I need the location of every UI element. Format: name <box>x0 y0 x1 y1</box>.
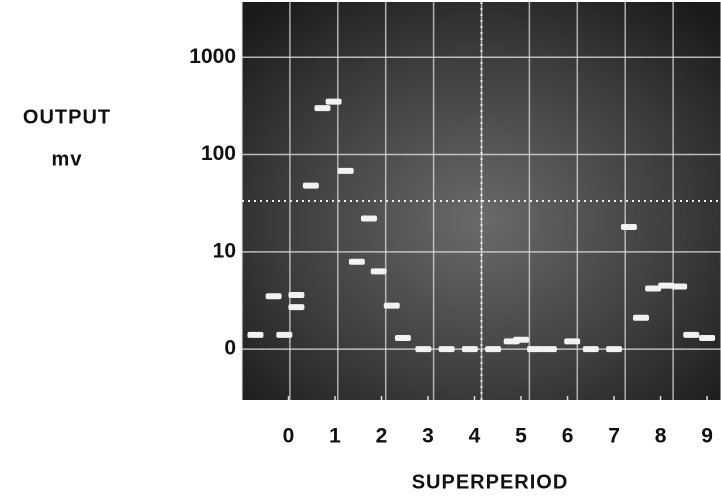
trace-dash <box>302 182 319 189</box>
trace-dash <box>415 346 432 353</box>
x-axis-label: SUPERPERIOD <box>412 471 569 493</box>
trace-dash <box>683 331 700 338</box>
x-tick-label: 7 <box>608 425 620 448</box>
x-tick-label: 4 <box>469 425 481 448</box>
x-tick-label: 6 <box>562 425 574 448</box>
trace-dash <box>671 283 688 290</box>
graticule <box>241 2 721 400</box>
trace-dash <box>383 302 400 309</box>
y-axis-unit: mv <box>52 148 83 170</box>
trace-dash <box>645 285 662 292</box>
x-tick-label: 1 <box>329 425 341 448</box>
trace-dash <box>633 314 650 321</box>
trace-dash <box>513 336 530 343</box>
trace-dash <box>314 105 331 112</box>
trace-dash <box>699 335 716 342</box>
trace-dash <box>540 346 557 353</box>
trace-dash <box>265 293 282 300</box>
trace-dash <box>276 331 293 338</box>
trace-dash <box>564 338 581 345</box>
trace-dash <box>348 258 365 265</box>
trace-dash <box>360 215 377 222</box>
trace-dash <box>288 292 305 299</box>
trace-dash <box>438 346 455 353</box>
trace-dash <box>288 304 305 311</box>
y-tick-label: 10 <box>213 239 236 262</box>
y-tick-label: 0 <box>224 337 236 360</box>
trace-dash <box>582 346 599 353</box>
x-tick-label: 8 <box>655 425 667 448</box>
y-tick-label: 100 <box>201 142 236 165</box>
trace-dash <box>485 346 502 353</box>
trace-dash <box>325 98 342 105</box>
x-tick-label: 5 <box>515 425 527 448</box>
trace-dash <box>620 224 637 231</box>
x-tick-label: 2 <box>376 425 388 448</box>
trace-dash <box>658 282 675 289</box>
x-tick-label: 0 <box>283 425 295 448</box>
y-axis-label: OUTPUT <box>23 106 111 128</box>
y-tick-label: 1000 <box>189 45 236 68</box>
trace-dash <box>394 335 411 342</box>
trace-dash <box>606 346 623 353</box>
x-tick-label: 9 <box>701 425 713 448</box>
x-tick-label: 3 <box>422 425 434 448</box>
trace-dash <box>337 167 354 174</box>
trace-dash <box>526 346 543 353</box>
trace-dash <box>461 346 478 353</box>
trace-dash <box>247 331 264 338</box>
trace-dash <box>370 268 387 275</box>
